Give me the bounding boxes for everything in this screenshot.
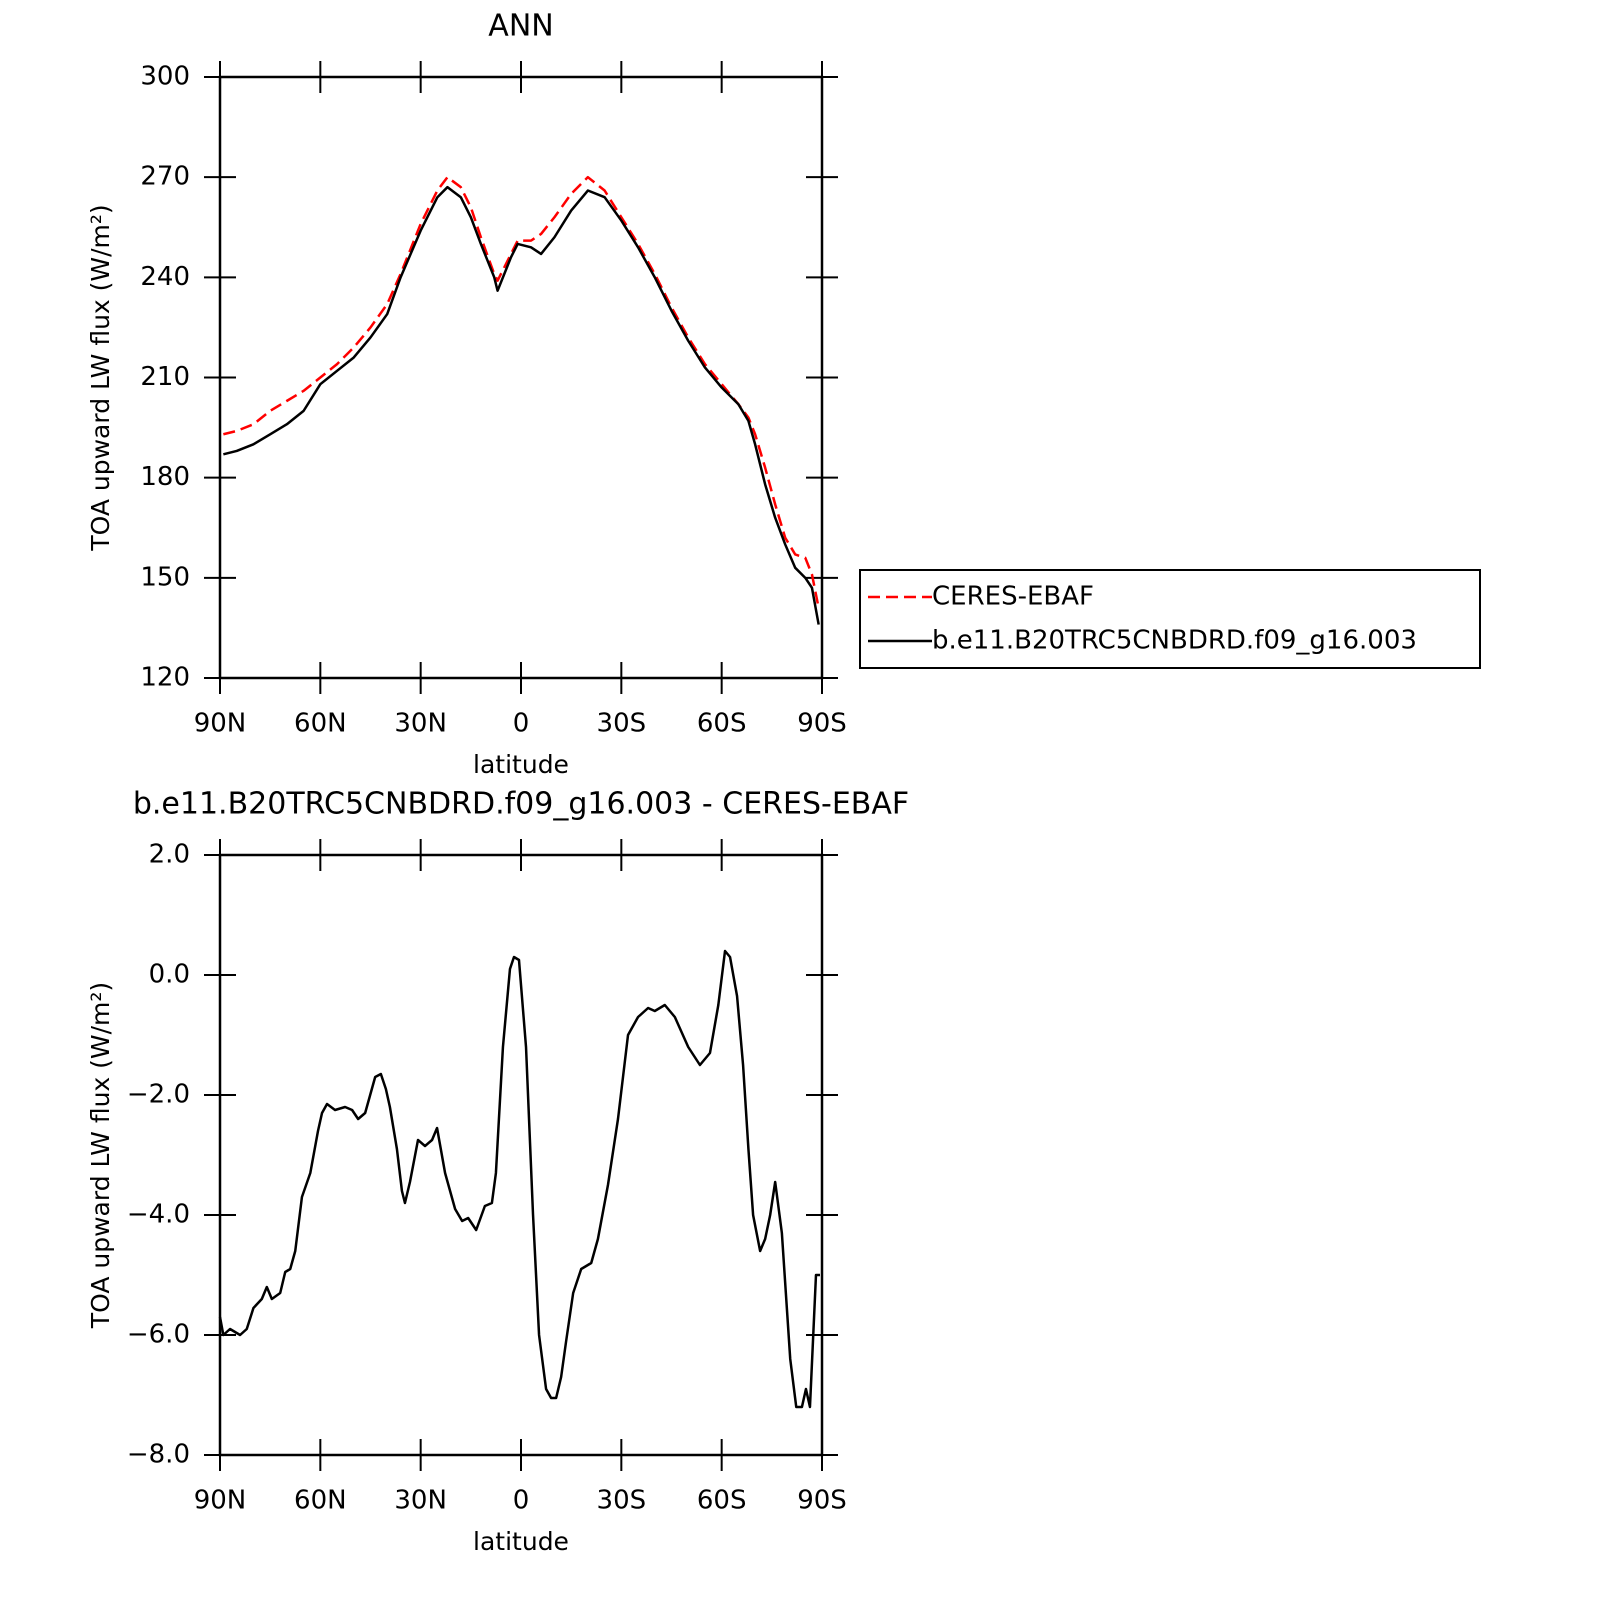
data-line [218,949,820,1409]
x-tick-label: 90N [194,1486,247,1516]
x-tick-label: 90S [797,1486,847,1516]
x-tick-label: 60S [697,709,747,739]
legend-box [859,569,1481,669]
x-axis-label: latitude [473,1527,569,1556]
legend-label: b.e11.B20TRC5CNBDRD.f09_g16.003 [932,626,1417,656]
chart-title: ANN [488,9,553,44]
y-tick-label: −6.0 [127,1320,190,1350]
y-tick-label: 270 [140,162,190,192]
x-tick-label: 90N [194,709,247,739]
x-tick-label: 30S [597,1486,647,1516]
x-tick-label: 30N [394,709,447,739]
y-tick-label: 300 [140,62,190,92]
chart-title: b.e11.B20TRC5CNBDRD.f09_g16.003 - CERES-… [133,787,909,822]
data-line [223,175,820,609]
y-tick-label: −2.0 [127,1080,190,1110]
x-tick-label: 60N [294,709,347,739]
y-tick-label: −4.0 [127,1200,190,1230]
x-tick-label: 60S [697,1486,747,1516]
x-tick-label: 60N [294,1486,347,1516]
x-axis-label: latitude [473,750,569,779]
y-tick-label: 240 [140,262,190,292]
plot-frame [218,853,824,1457]
x-tick-label: 90S [797,709,847,739]
y-axis-label: TOA upward LW flux (W/m²) [86,204,115,551]
y-tick-label: 2.0 [149,840,190,870]
x-tick-label: 30S [597,709,647,739]
x-tick-label: 0 [513,1486,530,1516]
y-tick-label: 0.0 [149,960,190,990]
y-tick-label: −8.0 [127,1440,190,1470]
y-tick-label: 180 [140,462,190,492]
plot-frame [218,75,824,680]
y-tick-label: 150 [140,562,190,592]
x-tick-label: 0 [513,709,530,739]
legend-label: CERES-EBAF [932,582,1094,612]
data-line [223,185,820,625]
y-axis-label: TOA upward LW flux (W/m²) [86,982,115,1329]
y-tick-label: 210 [140,362,190,392]
x-tick-label: 30N [394,1486,447,1516]
y-tick-label: 120 [140,663,190,693]
